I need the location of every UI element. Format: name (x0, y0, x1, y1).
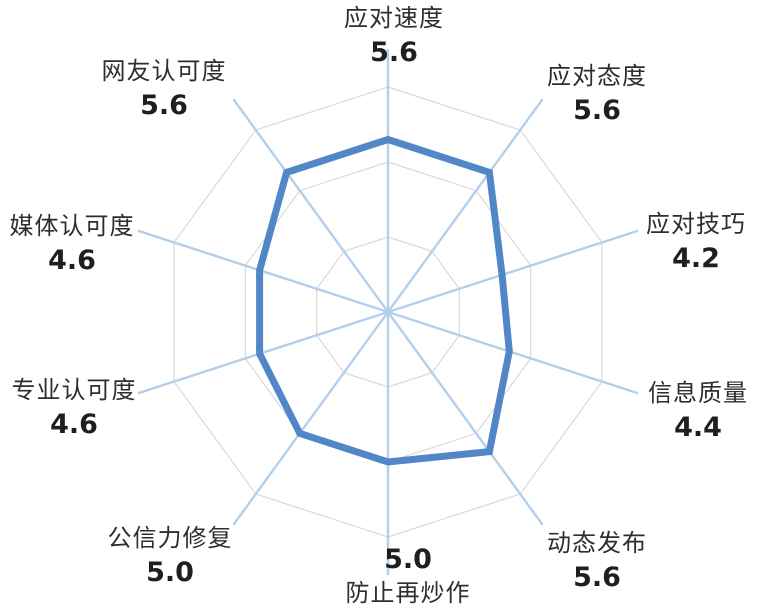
axis-category: 专业认可度 (11, 378, 137, 404)
axis-category: 防止再炒作 (345, 581, 471, 607)
axis-category: 动态发布 (547, 531, 647, 557)
axis-value: 5.6 (573, 562, 621, 593)
axis-label-netizen-recognition: 网友认可度 5.6 (102, 59, 227, 120)
axis-value: 4.6 (48, 245, 96, 276)
axis-label-information-quality: 信息质量 4.4 (648, 381, 748, 442)
axis-value: 4.2 (672, 243, 720, 274)
axis-value: 5.0 (146, 557, 194, 588)
axis-value: 5.0 (384, 544, 432, 575)
axis-category: 应对速度 (344, 6, 444, 32)
axis-value: 4.6 (50, 409, 98, 440)
axis-spoke (387, 229, 639, 314)
axis-label-prevent-rehype: 防止再炒作 5.0 (345, 544, 471, 608)
axis-category: 媒体认可度 (9, 214, 135, 240)
axis-label-update-release: 动态发布 5.6 (547, 531, 647, 592)
axis-value: 4.4 (674, 412, 722, 443)
axis-spoke (387, 98, 544, 313)
axis-label-professional-recognition: 专业认可度 4.6 (12, 378, 137, 439)
axis-category: 信息质量 (648, 381, 748, 407)
data-series-polygon (256, 135, 513, 466)
axis-label-response-skill: 应对技巧 4.2 (646, 212, 746, 273)
axis-label-response-attitude: 应对态度 5.6 (547, 64, 647, 125)
axis-value: 5.6 (140, 90, 188, 121)
axis-label-credibility-repair: 公信力修复 5.0 (108, 526, 233, 587)
axis-label-response-speed: 应对速度 5.6 (344, 6, 444, 67)
axis-value: 5.6 (370, 37, 418, 68)
axis-category: 公信力修复 (107, 526, 233, 552)
axis-spoke (232, 311, 389, 526)
axis-category: 应对态度 (547, 64, 647, 90)
axis-spoke (387, 310, 639, 395)
axis-category: 应对技巧 (646, 212, 746, 238)
axis-value: 5.6 (573, 95, 621, 126)
axis-category: 网友认可度 (101, 59, 227, 85)
axis-label-media-recognition: 媒体认可度 4.6 (10, 214, 135, 275)
axis-spoke (232, 98, 389, 313)
axis-spoke (387, 311, 544, 526)
